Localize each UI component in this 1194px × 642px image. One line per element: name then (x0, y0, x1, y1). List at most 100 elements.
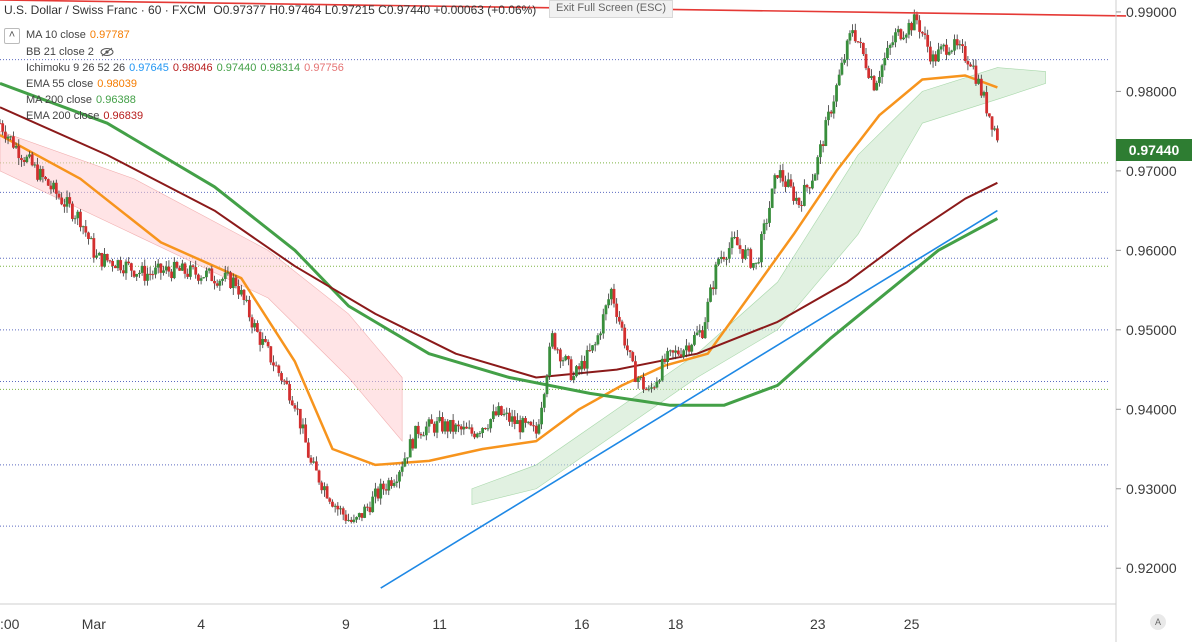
candle-body (446, 421, 450, 432)
candle-body (752, 263, 755, 268)
candle-body (280, 373, 283, 381)
x-tick-label: 23 (810, 616, 826, 632)
legend-row[interactable]: EMA 55 close 0.98039 (4, 76, 344, 92)
candle-body (827, 111, 830, 121)
trendline-support[interactable] (380, 209, 998, 589)
candle-body (390, 480, 393, 486)
candle-body (239, 289, 243, 295)
candle-body (628, 350, 632, 353)
candle-body (449, 419, 452, 432)
candle-body (899, 29, 903, 40)
candle-body (979, 78, 983, 96)
candle-body (250, 317, 254, 328)
candle-body (789, 179, 793, 187)
candles (0, 9, 999, 524)
y-tick-label: 0.96000 (1126, 242, 1177, 258)
y-tick-label: 0.98000 (1126, 83, 1177, 99)
candle-body (68, 197, 72, 204)
candle-body (832, 101, 836, 114)
candle-body (325, 486, 329, 499)
candle-body (840, 62, 844, 75)
legend-row[interactable]: MA 200 close 0.96388 (4, 92, 344, 108)
time-axis[interactable]: :00 Mar 4 9 11 16 18 23 25 (0, 616, 920, 632)
candle-body (963, 46, 967, 62)
candle-body (387, 480, 391, 491)
candle-body (644, 389, 648, 391)
candle-body (151, 274, 155, 276)
candle-body (328, 498, 332, 502)
candle-body (427, 419, 431, 427)
candle-body (599, 333, 602, 336)
candle-body (180, 263, 184, 271)
candle-body (277, 365, 281, 374)
candle-body (607, 299, 611, 306)
candle-body (159, 263, 163, 273)
candle-body (768, 207, 771, 223)
series-line (0, 74, 998, 467)
candle-body (977, 78, 981, 84)
candle-body (288, 384, 291, 401)
candle-body (489, 419, 493, 429)
hidden-eye-icon[interactable] (100, 47, 114, 57)
candle-body (14, 145, 18, 148)
candle-body (84, 226, 88, 233)
candle-body (89, 238, 93, 240)
candle-body (709, 287, 712, 302)
x-tick-label: 11 (432, 616, 447, 632)
candle-body (360, 513, 364, 518)
candle-body (556, 349, 560, 351)
candle-body (97, 253, 101, 256)
candle-body (3, 131, 7, 139)
candle-body (411, 439, 415, 449)
candle-body (154, 267, 157, 275)
legend-value: 0.97756 (304, 62, 344, 74)
candle-body (564, 356, 568, 361)
candle-body (524, 418, 527, 423)
legend-label: EMA 200 close (26, 110, 100, 122)
price-axis[interactable]: 0.92000 0.93000 0.94000 0.95000 0.96000 0.970… (1116, 4, 1177, 576)
candle-body (719, 256, 723, 260)
candle-body (663, 358, 667, 363)
candle-body (414, 425, 417, 449)
candle-body (757, 262, 761, 264)
candle-body (617, 316, 621, 322)
legend-label: Ichimoku 9 26 52 26 (26, 62, 126, 74)
candle-body (516, 420, 519, 425)
candle-body (186, 273, 190, 277)
candle-body (52, 182, 56, 190)
candle-body (9, 136, 13, 138)
candle-body (953, 39, 956, 51)
candle-body (132, 270, 136, 277)
exit-fullscreen-button[interactable]: Exit Full Screen (ESC) (549, 0, 674, 18)
legend-row[interactable]: EMA 200 close 0.96839 (4, 108, 344, 124)
candle-body (508, 412, 511, 422)
legend-row[interactable]: ˄ MA 10 close 0.97787 (4, 27, 344, 44)
candle-body (304, 424, 308, 443)
candle-body (167, 266, 171, 272)
candle-body (400, 466, 404, 472)
candle-body (301, 424, 305, 429)
candle-body (591, 345, 594, 351)
candle-body (306, 442, 310, 458)
candle-body (650, 387, 653, 389)
candle-body (526, 421, 530, 423)
legend-value: 0.96839 (103, 110, 144, 122)
ohlc-readout: O0.97377 H0.97464 L0.97215 C0.97440 +0.0… (213, 3, 537, 17)
candle-body (891, 42, 895, 46)
legend-row[interactable]: Ichimoku 9 26 52 26 0.97645 0.98046 0.97440… (4, 60, 344, 76)
candle-body (693, 335, 696, 345)
chevron-up-icon[interactable]: ˄ (4, 28, 20, 44)
candle-body (264, 339, 267, 342)
candle-body (140, 265, 144, 273)
candle-body (339, 508, 342, 510)
legend-row[interactable]: BB 21 close 2 (4, 44, 344, 60)
candle-body (376, 488, 380, 499)
auto-scale-button[interactable]: A (1150, 614, 1166, 630)
candle-body (164, 266, 168, 271)
candle-body (620, 321, 624, 328)
candle-body (237, 286, 241, 295)
candle-body (816, 157, 820, 175)
candle-body (282, 380, 286, 382)
candle-body (0, 123, 2, 125)
